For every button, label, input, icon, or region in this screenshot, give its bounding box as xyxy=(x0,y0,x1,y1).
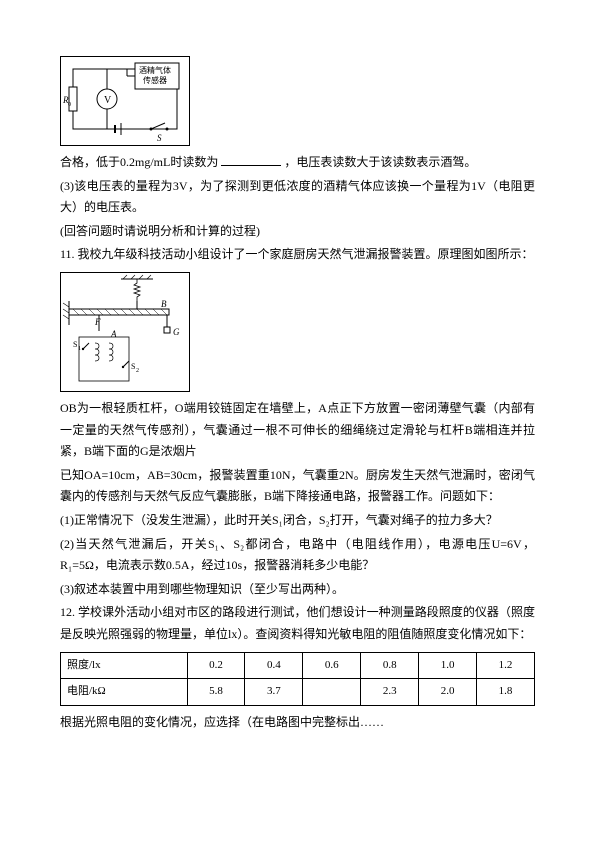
illuminance-table: 照度/lx 0.2 0.4 0.6 0.8 1.0 1.2 电阻/kΩ 5.8 … xyxy=(60,652,535,707)
row2-label: 电阻/kΩ xyxy=(61,679,188,706)
svg-text:V: V xyxy=(104,95,112,106)
lever-desc: OB为一根轻质杠杆，O端用铰链固定在墙壁上，A点正下方放置一密闭薄壁气囊（内部有… xyxy=(60,398,535,463)
q10-tail: ，电压表读数大于该读数表示酒驾。 xyxy=(284,155,476,169)
row1-label: 照度/lx xyxy=(61,652,188,679)
cell: 3.7 xyxy=(245,679,303,706)
svg-text:1: 1 xyxy=(78,346,81,352)
svg-text:F: F xyxy=(94,317,101,327)
svg-text:2: 2 xyxy=(136,368,139,374)
cell: 5.8 xyxy=(187,679,245,706)
svg-text:S: S xyxy=(131,362,135,371)
svg-text:S: S xyxy=(157,133,162,143)
given-line: 已知OA=10cm，AB=30cm，报警装置重10N，气囊重2N。厨房发生天然气… xyxy=(60,465,535,508)
lever-svg: B F G A S1 S2 xyxy=(61,273,189,391)
cell: 1.2 xyxy=(477,652,535,679)
q11-sub2: (2)当天然气泄漏后，开关S₁、S₂都闭合，电路中（电阻线作用），电源电压U=6… xyxy=(60,534,535,577)
cell: 2.0 xyxy=(419,679,477,706)
cell: 1.0 xyxy=(419,652,477,679)
cell: 0.8 xyxy=(361,652,419,679)
q10-line: 合格，低于0.2mg/mL时读数为 ，电压表读数大于该读数表示酒驾。 xyxy=(60,152,535,174)
q12-stem: 12. 学校课外活动小组对市区的路段进行测试，他们想设计一种测量路段照度的仪器（… xyxy=(60,602,535,645)
q11a-line: (3)该电压表的量程为3V，为了探测到更低浓度的酒精气体应该换一个量程为1V（电… xyxy=(60,176,535,219)
table-row: 照度/lx 0.2 0.4 0.6 0.8 1.0 1.2 xyxy=(61,652,535,679)
q10-pre: 合格，低于0.2mg/mL时读数为 xyxy=(60,155,218,169)
svg-text:酒精气体: 酒精气体 xyxy=(139,65,171,75)
svg-text:0: 0 xyxy=(68,102,71,108)
cell: 2.3 xyxy=(361,679,419,706)
lever-diagram: B F G A S1 S2 xyxy=(60,272,190,392)
svg-text:G: G xyxy=(173,327,180,337)
q10-blank xyxy=(221,152,281,166)
cell: 0.6 xyxy=(303,652,361,679)
cell: 1.8 xyxy=(477,679,535,706)
svg-text:传感器: 传感器 xyxy=(143,75,167,85)
circuit-svg: R 0 V 酒精气体 传感器 S xyxy=(61,57,189,145)
cell: 0.2 xyxy=(187,652,245,679)
cell xyxy=(303,679,361,706)
q11b-line: (回答问题时请说明分析和计算的过程) xyxy=(60,221,535,243)
svg-text:S: S xyxy=(73,340,77,349)
cell: 0.4 xyxy=(245,652,303,679)
table-row: 电阻/kΩ 5.8 3.7 2.3 2.0 1.8 xyxy=(61,679,535,706)
q11-sub1: (1)正常情况下（没发生泄漏），此时开关S₁闭合，S₂打开，气囊对绳子的拉力多大… xyxy=(60,510,535,532)
tail-line: 根据光照电阻的变化情况，应选择（在电路图中完整标出…… xyxy=(60,712,535,734)
q11-sub3: (3)叙述本装置中用到哪些物理知识（至少写出两种）。 xyxy=(60,579,535,601)
q11-stem: 11. 我校九年级科技活动小组设计了一个家庭厨房天然气泄漏报警装置。原理图如图所… xyxy=(60,244,535,266)
svg-text:A: A xyxy=(110,329,117,339)
circuit-diagram-1: R 0 V 酒精气体 传感器 S xyxy=(60,56,190,146)
svg-text:B: B xyxy=(161,299,167,309)
